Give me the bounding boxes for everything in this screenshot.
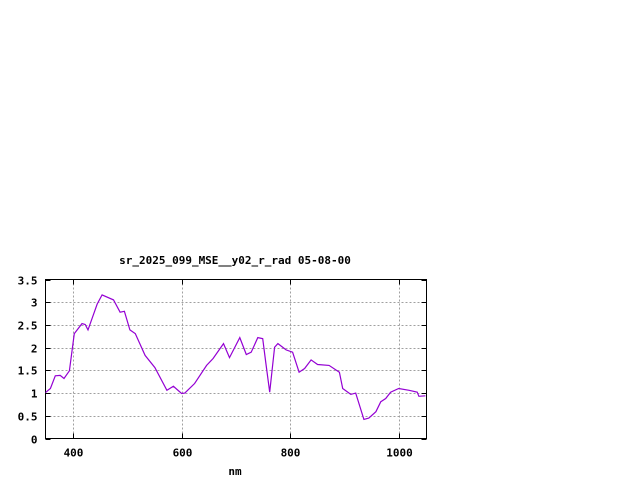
chart-title: sr_2025_099_MSE__y02_r_rad 05-08-00	[119, 254, 351, 267]
plot-frame	[45, 279, 427, 439]
y-tick-label: 1.5	[18, 365, 38, 378]
x-tick-label: 1000	[386, 447, 413, 460]
x-tick-label: 400	[64, 447, 84, 460]
ticks: 400 600 800 1000 0 0.5 1 1.5 2 2.5 3 3.5	[18, 275, 427, 460]
y-tick-label: 1	[31, 388, 38, 401]
y-tick-label: 2.5	[18, 320, 38, 333]
y-tick-label: 0	[31, 434, 38, 447]
x-axis-label: nm	[228, 465, 242, 478]
x-tick-label: 800	[281, 447, 301, 460]
y-tick-label: 2	[31, 343, 38, 356]
y-tick-label: 0.5	[18, 411, 38, 424]
grid	[45, 279, 427, 439]
series-line	[45, 294, 426, 421]
y-tick-label: 3.5	[18, 275, 38, 288]
x-tick-label: 600	[173, 447, 193, 460]
y-tick-label: 3	[31, 297, 38, 310]
